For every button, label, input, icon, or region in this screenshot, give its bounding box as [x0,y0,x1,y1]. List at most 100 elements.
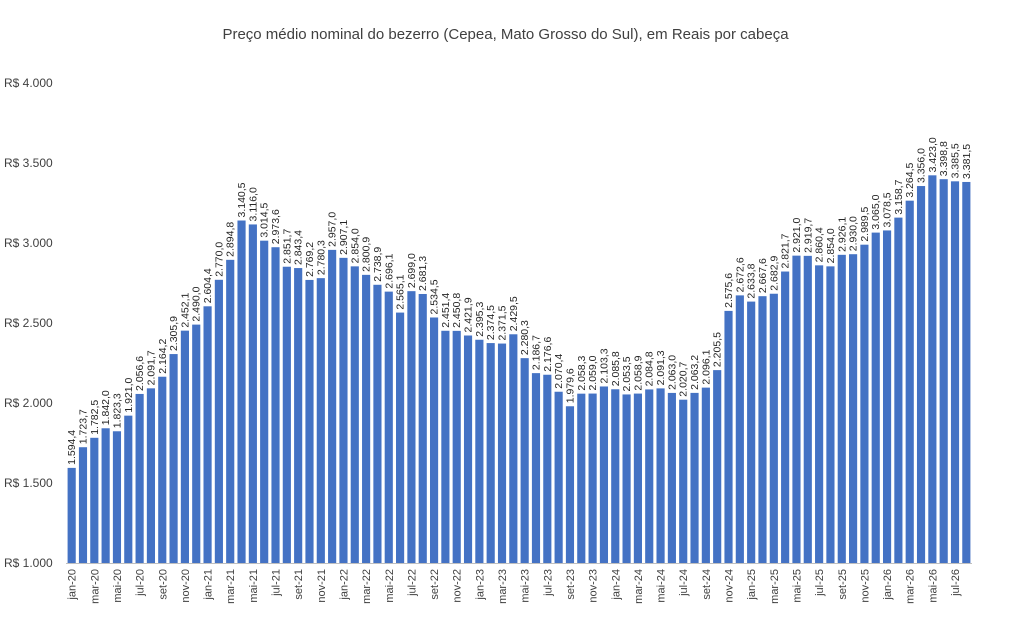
bar [169,354,178,563]
x-tick-label: nov-23 [588,569,600,603]
y-tick-label: R$ 1.000 [4,556,53,570]
bar [305,279,314,563]
x-tick-label: mar-21 [225,569,237,604]
x-tick-label: jul-21 [271,569,283,597]
bar [441,330,450,563]
bar [475,339,484,563]
bar [350,266,359,563]
data-label: 2.395,3 [474,302,486,337]
bar [894,217,903,564]
x-tick-label: jan-23 [474,569,486,601]
data-label: 2.053,5 [621,356,633,391]
data-label: 2.020,7 [678,361,690,396]
x-tick-label: jul-26 [950,569,962,597]
bar [939,179,948,563]
x-tick-label: nov-24 [724,569,736,603]
data-label: 2.894,8 [225,222,237,257]
bar [758,296,767,563]
bar [486,343,495,563]
bar [158,376,167,563]
bar [396,312,405,563]
bar [294,268,303,563]
y-tick-label: R$ 3.000 [4,236,53,250]
bar [792,255,801,563]
data-label: 3.014,5 [259,202,271,237]
data-label: 2.305,9 [168,316,180,351]
bar [724,310,733,563]
bar [871,232,880,563]
x-tick-label: mai-21 [248,569,260,603]
bar [146,388,156,563]
data-label: 2.682,9 [768,256,780,291]
data-label: 2.451,4 [440,293,452,328]
data-label: 2.534,5 [429,279,441,314]
bar [645,389,654,563]
data-label: 1.921,0 [123,377,135,412]
bar [192,324,201,563]
x-tick-label: mai-26 [927,569,939,603]
data-label: 1.823,3 [111,393,123,428]
data-label: 2.429,5 [508,296,520,331]
bar [815,265,824,563]
data-label: 2.450,8 [451,293,463,328]
bar [248,224,257,563]
bar [135,393,144,563]
bar [112,431,122,563]
data-label: 2.681,3 [417,256,429,291]
data-label: 2.919,7 [802,218,814,253]
x-tick-label: mar-24 [633,569,645,604]
x-tick-label: jul-24 [678,569,690,597]
bar [837,254,846,563]
data-label: 2.059,0 [587,355,599,390]
data-label: 3.116,0 [247,187,259,221]
data-label: 2.633,8 [746,263,758,298]
bar [735,295,744,563]
bar [373,284,382,563]
data-label: 2.063,2 [689,355,701,390]
x-tick-label: jul-20 [135,569,147,597]
x-tick-label: jul-22 [406,569,418,597]
bar [260,240,269,563]
x-tick-label: mar-23 [497,569,509,604]
data-label: 2.854,0 [349,228,361,263]
data-label: 3.078,5 [882,192,894,227]
data-label: 2.769,2 [304,242,316,277]
bar [803,255,812,563]
bar [882,230,892,563]
data-label: 2.926,1 [836,217,848,252]
bar [962,181,971,563]
bar [452,330,461,563]
data-label: 2.973,6 [270,209,282,244]
bar [531,373,541,563]
bar [384,291,393,563]
data-label: 2.565,1 [395,274,407,309]
bar [747,301,756,563]
data-label: 2.070,4 [553,354,565,389]
bar [497,343,507,563]
data-label: 2.800,9 [361,237,373,272]
bar [554,391,563,563]
x-tick-label: jan-26 [882,569,894,601]
x-tick-label: set-21 [293,569,305,600]
data-label: 2.821,7 [780,233,792,268]
x-tick-label: set-22 [429,569,441,600]
bar [656,388,665,563]
bar [463,335,473,563]
x-tick-label: set-23 [565,569,577,600]
data-label: 2.084,8 [644,351,656,386]
chart-title: Preço médio nominal do bezerro (Cepea, M… [222,26,789,43]
bar [520,358,529,563]
bar [362,274,371,563]
data-label: 2.989,5 [859,206,871,241]
data-label: 2.085,8 [610,351,622,386]
x-tick-label: jan-21 [203,569,215,601]
x-tick-label: mar-26 [905,569,917,604]
data-label: 2.699,0 [406,253,418,288]
bar [509,334,518,563]
data-label: 2.780,3 [315,240,327,275]
bar [226,259,235,563]
x-tick-label: nov-25 [859,569,871,603]
y-tick-label: R$ 4.000 [4,76,53,90]
data-label: 2.096,1 [700,349,712,384]
x-tick-label: set-24 [701,569,713,600]
